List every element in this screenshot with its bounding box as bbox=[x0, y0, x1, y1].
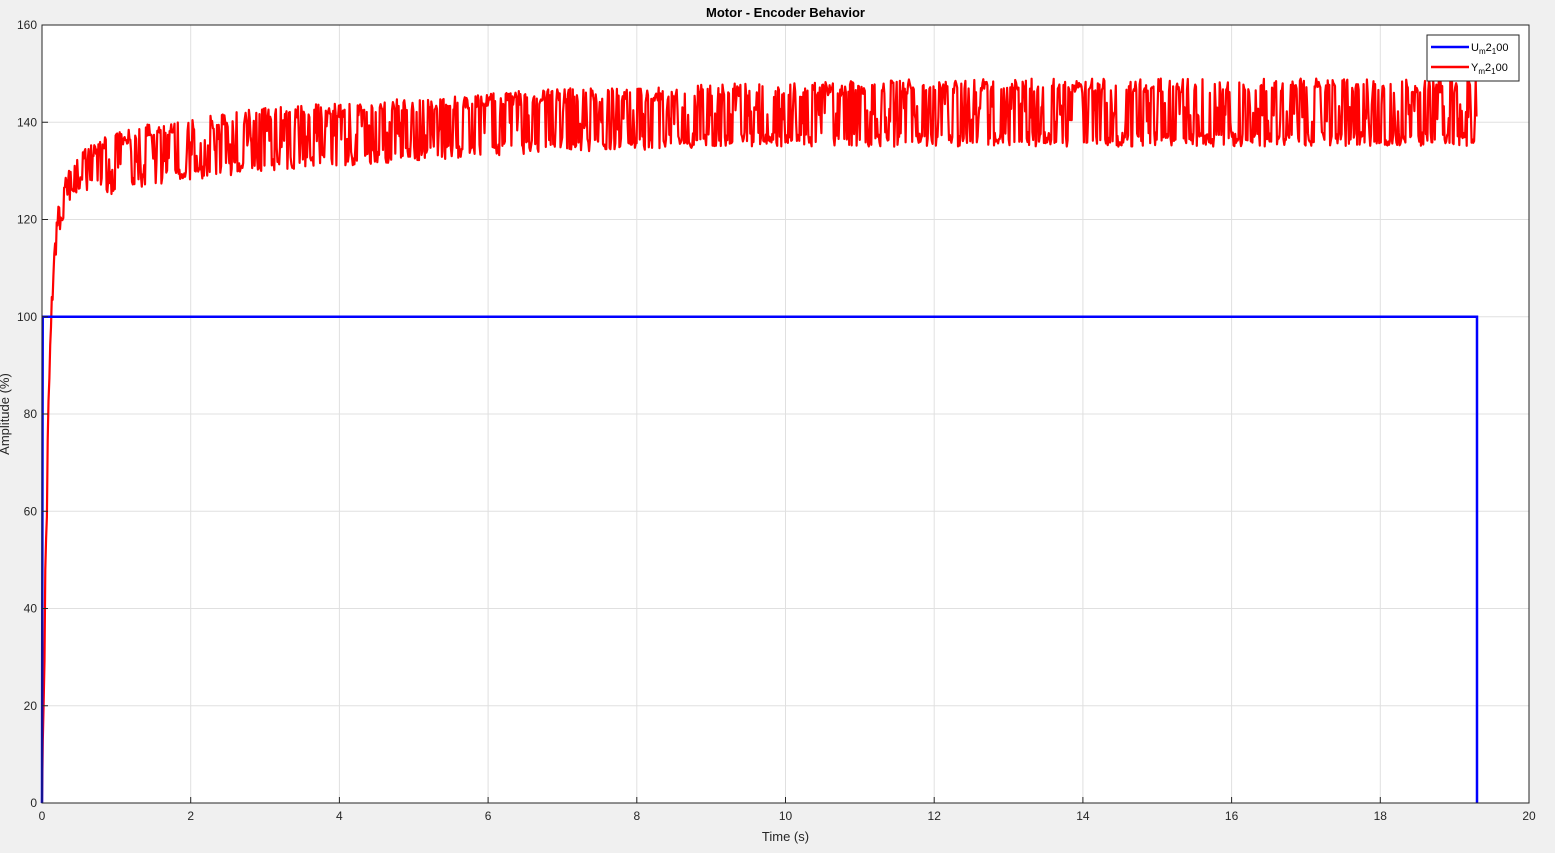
y-tick-label: 160 bbox=[17, 18, 37, 32]
chart-title: Motor - Encoder Behavior bbox=[706, 5, 865, 20]
legend-entry: Ym2100 bbox=[1471, 62, 1508, 76]
y-tick-label: 20 bbox=[24, 699, 38, 713]
y-tick-label: 60 bbox=[24, 504, 38, 518]
x-tick-label: 6 bbox=[485, 809, 492, 823]
legend-box bbox=[1426, 34, 1520, 82]
ticks: 0 2 4 6 8 10 12 14 16 18 20 0 20 40 60 80 100 120 140 160 bbox=[17, 18, 1536, 823]
x-tick-label: 2 bbox=[187, 809, 194, 823]
x-tick-label: 8 bbox=[633, 809, 640, 823]
x-tick-label: 20 bbox=[1522, 809, 1536, 823]
legend-entry: Um2100 bbox=[1471, 42, 1508, 56]
x-axis-label: Time (s) bbox=[762, 829, 809, 844]
y-tick-label: 80 bbox=[24, 407, 38, 421]
x-tick-label: 14 bbox=[1076, 809, 1090, 823]
y-tick-label: 40 bbox=[24, 602, 38, 616]
x-tick-label: 16 bbox=[1225, 809, 1239, 823]
series-y-line bbox=[40, 77, 1478, 804]
x-tick-label: 18 bbox=[1374, 809, 1388, 823]
x-tick-label: 4 bbox=[336, 809, 343, 823]
x-tick-label: 12 bbox=[928, 809, 942, 823]
y-tick-label: 140 bbox=[17, 115, 37, 129]
x-tick-label: 0 bbox=[39, 809, 46, 823]
legend[interactable]: Um2100 Ym2100 bbox=[1426, 34, 1520, 82]
y-axis-label: Amplitude (%) bbox=[0, 373, 12, 455]
y-tick-label: 100 bbox=[17, 310, 37, 324]
x-tick-label: 10 bbox=[779, 809, 793, 823]
y-tick-label: 120 bbox=[17, 213, 37, 227]
y-tick-label: 0 bbox=[30, 796, 37, 810]
